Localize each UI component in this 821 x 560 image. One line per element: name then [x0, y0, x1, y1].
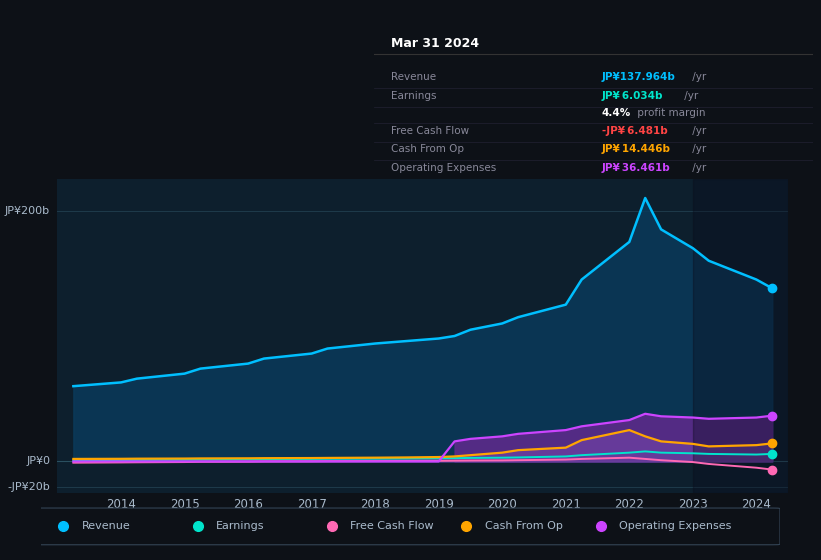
Text: JP¥ 6.034b: JP¥ 6.034b — [602, 91, 663, 101]
Text: Revenue: Revenue — [391, 72, 436, 82]
Text: Free Cash Flow: Free Cash Flow — [351, 521, 434, 531]
Text: Earnings: Earnings — [216, 521, 264, 531]
Text: Cash From Op: Cash From Op — [391, 144, 464, 155]
Text: JP¥137.964b: JP¥137.964b — [602, 72, 676, 82]
Text: Free Cash Flow: Free Cash Flow — [391, 126, 470, 136]
Text: /yr: /yr — [689, 126, 706, 136]
Text: -JP¥20b: -JP¥20b — [7, 482, 50, 492]
Text: /yr: /yr — [681, 91, 699, 101]
Text: Revenue: Revenue — [82, 521, 131, 531]
Text: Earnings: Earnings — [391, 91, 437, 101]
Text: profit margin: profit margin — [634, 108, 705, 118]
Text: /yr: /yr — [689, 163, 706, 173]
Text: JP¥0: JP¥0 — [26, 456, 50, 466]
Bar — [693, 179, 788, 493]
Text: 4.4%: 4.4% — [602, 108, 631, 118]
Text: JP¥200b: JP¥200b — [5, 206, 50, 216]
Text: /yr: /yr — [689, 72, 706, 82]
Text: Mar 31 2024: Mar 31 2024 — [391, 37, 479, 50]
Text: Operating Expenses: Operating Expenses — [619, 521, 732, 531]
Text: Cash From Op: Cash From Op — [484, 521, 562, 531]
Text: Operating Expenses: Operating Expenses — [391, 163, 497, 173]
Text: JP¥ 14.446b: JP¥ 14.446b — [602, 144, 671, 155]
Text: /yr: /yr — [689, 144, 706, 155]
Text: -JP¥ 6.481b: -JP¥ 6.481b — [602, 126, 667, 136]
Text: JP¥ 36.461b: JP¥ 36.461b — [602, 163, 671, 173]
